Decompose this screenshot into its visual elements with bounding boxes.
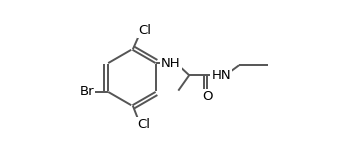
Text: HN: HN bbox=[212, 69, 231, 82]
Text: Br: Br bbox=[79, 85, 94, 98]
Text: Cl: Cl bbox=[138, 24, 151, 37]
Text: O: O bbox=[202, 91, 213, 104]
Text: NH: NH bbox=[161, 57, 180, 70]
Text: Cl: Cl bbox=[137, 118, 150, 131]
